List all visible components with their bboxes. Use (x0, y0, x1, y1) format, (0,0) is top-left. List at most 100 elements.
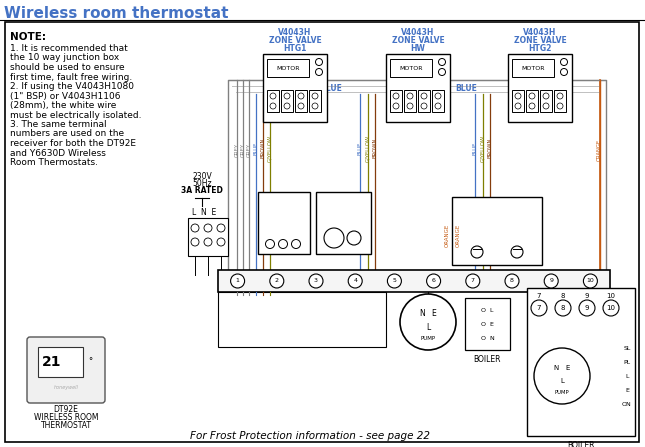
Text: 2. If using the V4043H1080: 2. If using the V4043H1080 (10, 82, 134, 91)
Bar (390, 90, 402, 112)
Circle shape (388, 274, 401, 288)
Bar (404, 90, 416, 112)
Circle shape (544, 274, 558, 288)
Text: THERMOSTAT: THERMOSTAT (41, 421, 92, 430)
Circle shape (543, 93, 549, 99)
Text: GREY: GREY (246, 143, 252, 157)
Text: 50Hz: 50Hz (192, 179, 212, 188)
Circle shape (439, 68, 446, 76)
Bar (432, 90, 444, 112)
Text: 7: 7 (471, 278, 475, 283)
Text: ORANGE: ORANGE (444, 224, 450, 247)
Bar (267, 59, 309, 77)
Text: BDR91: BDR91 (273, 206, 295, 211)
Bar (218, 270, 610, 292)
Circle shape (312, 93, 318, 99)
Text: N: N (419, 309, 425, 319)
Circle shape (561, 59, 568, 66)
Text: HTG2: HTG2 (528, 44, 551, 53)
Circle shape (555, 300, 571, 316)
Bar (258, 192, 310, 254)
Circle shape (279, 240, 288, 249)
Circle shape (421, 103, 427, 109)
Text: L  N  E: L N E (192, 208, 216, 217)
Circle shape (529, 103, 535, 109)
Bar (418, 90, 430, 112)
Text: °: ° (88, 358, 92, 367)
Bar (390, 59, 432, 77)
Circle shape (191, 224, 199, 232)
Bar (309, 90, 321, 112)
Circle shape (407, 93, 413, 99)
Circle shape (204, 238, 212, 246)
Text: MOTOR: MOTOR (521, 66, 545, 71)
Text: CYLINDER: CYLINDER (328, 206, 359, 211)
Text: ZONE VALVE: ZONE VALVE (513, 36, 566, 45)
Bar (508, 54, 572, 122)
Text: PROGRAMMABLE: PROGRAMMABLE (471, 211, 523, 216)
Text: receiver for both the DT92E: receiver for both the DT92E (10, 139, 136, 148)
Text: BLUE: BLUE (320, 84, 342, 93)
Text: ST9400A/C: ST9400A/C (225, 298, 263, 304)
Text: BROWN: BROWN (488, 138, 493, 158)
Text: L: L (625, 374, 629, 379)
Text: and Y6630D Wireless: and Y6630D Wireless (10, 148, 106, 157)
Circle shape (284, 93, 290, 99)
Text: 10: 10 (586, 278, 594, 283)
Circle shape (561, 68, 568, 76)
Text: (1" BSP) or V4043H1106: (1" BSP) or V4043H1106 (10, 92, 121, 101)
Bar (512, 90, 524, 112)
Circle shape (466, 274, 480, 288)
Circle shape (315, 59, 322, 66)
Text: Wireless room thermostat: Wireless room thermostat (4, 5, 228, 21)
Text: 10: 10 (606, 305, 615, 311)
Text: L: L (426, 322, 430, 332)
Text: ON: ON (622, 401, 632, 406)
Text: GREY: GREY (235, 143, 239, 157)
Text: WIRELESS ROOM: WIRELESS ROOM (34, 413, 98, 422)
Bar (188, 218, 228, 256)
Text: 5: 5 (392, 278, 396, 283)
Circle shape (270, 93, 276, 99)
Text: 10: 10 (606, 293, 615, 299)
Text: For Frost Protection information - see page 22: For Frost Protection information - see p… (190, 431, 430, 441)
Circle shape (505, 274, 519, 288)
Text: O  N: O N (481, 336, 494, 341)
Text: BLUE: BLUE (357, 141, 362, 155)
Bar (526, 90, 538, 112)
Text: STAT.: STAT. (489, 219, 505, 224)
Text: B: B (288, 228, 292, 233)
Text: HWHTG: HWHTG (233, 307, 260, 313)
Circle shape (324, 228, 344, 248)
Text: HW: HW (411, 44, 426, 53)
Text: 21: 21 (43, 355, 62, 369)
Text: 8: 8 (561, 293, 565, 299)
Text: 7: 7 (537, 293, 541, 299)
Circle shape (309, 274, 323, 288)
Text: SL: SL (623, 346, 631, 350)
Circle shape (603, 300, 619, 316)
Text: 9: 9 (585, 305, 590, 311)
Circle shape (531, 300, 547, 316)
FancyBboxPatch shape (27, 337, 105, 403)
Text: honeywell: honeywell (54, 384, 79, 389)
Bar (540, 90, 552, 112)
Circle shape (435, 103, 441, 109)
Text: BLUE: BLUE (455, 84, 477, 93)
Text: L641A: L641A (332, 197, 355, 203)
Text: 1. It is recommended that: 1. It is recommended that (10, 44, 128, 53)
Circle shape (217, 224, 225, 232)
Circle shape (312, 103, 318, 109)
Circle shape (515, 103, 521, 109)
Circle shape (231, 274, 244, 288)
Bar (295, 90, 307, 112)
Circle shape (191, 238, 199, 246)
Text: ORANGE: ORANGE (455, 224, 461, 247)
Circle shape (557, 93, 563, 99)
Circle shape (439, 59, 446, 66)
Text: A: A (278, 228, 282, 233)
Circle shape (270, 103, 276, 109)
Text: E: E (625, 388, 629, 392)
Text: DT92E: DT92E (54, 405, 79, 414)
Circle shape (426, 274, 441, 288)
